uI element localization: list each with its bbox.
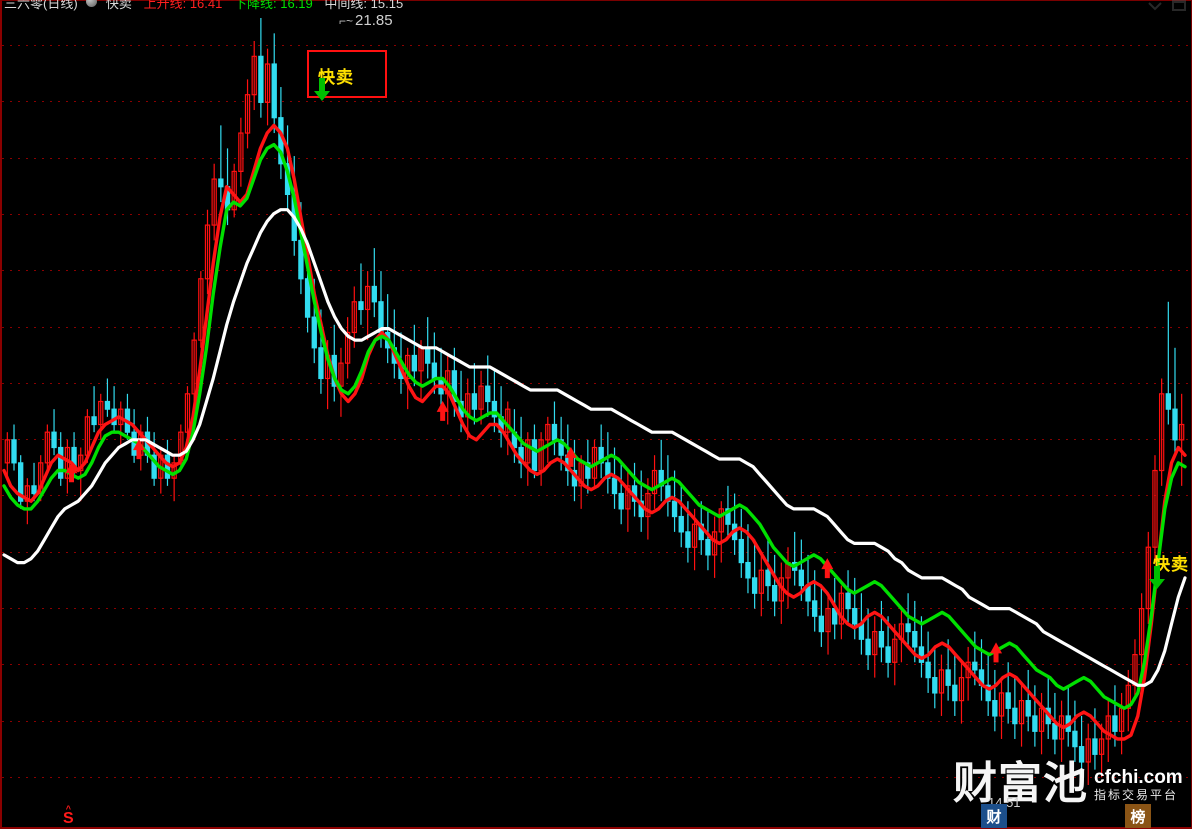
badge-cai[interactable]: 财 — [981, 804, 1007, 828]
last-price-label: ⌐~ 21.85 — [339, 12, 393, 29]
sell-signal-label-1: 快卖 — [318, 68, 354, 88]
down-line-label: 下降线: — [233, 0, 277, 11]
s-marker-letter: S — [63, 810, 74, 827]
status-badge: ^ S — [63, 805, 74, 827]
watermark: 财富池 cfchi.com 指标交易平台 — [953, 762, 1183, 806]
chart-header: 三六零(日线) 快卖 上升线: 16.41 下降线: 16.19 中间线: 15… — [0, 0, 1192, 12]
gridline — [2, 326, 1192, 328]
down-arrow-icon — [313, 78, 331, 107]
gridline — [2, 213, 1192, 215]
chart-frame-bottom — [0, 827, 1192, 829]
gridline — [2, 551, 1192, 553]
indicator-name: 快卖 — [105, 0, 132, 11]
gridline — [2, 382, 1192, 384]
chevron-down-icon[interactable] — [1148, 0, 1162, 16]
watermark-tagline: 指标交易平台 — [1094, 788, 1179, 802]
down-line-readout: 下降线: 16.19 — [234, 0, 313, 11]
up-line-label: 上升线: — [143, 0, 187, 11]
gridline — [2, 608, 1192, 609]
gridline — [2, 776, 1192, 778]
gridline — [2, 101, 1192, 103]
up-line-value: 16.41 — [189, 0, 223, 11]
down-arrow-icon — [1148, 566, 1166, 595]
gridline — [2, 664, 1192, 666]
gridline — [2, 495, 1192, 497]
window-controls — [1148, 0, 1186, 16]
mid-line-readout: 中间线: 15.15 — [324, 0, 403, 11]
gridline — [2, 157, 1192, 159]
chart-frame-left — [0, 0, 2, 829]
instrument-title: 三六零(日线) — [4, 0, 78, 11]
s-marker-cap: ^ — [65, 804, 71, 814]
circle-marker-icon — [86, 0, 98, 7]
sell-signal-label-2: 快卖 — [1153, 555, 1189, 575]
watermark-domain: cfchi.com — [1094, 767, 1183, 788]
sell-signal-box — [307, 50, 387, 98]
pointer-icon: ⌐~ — [339, 14, 354, 28]
last-price-value: 21.85 — [355, 12, 393, 29]
gridline — [2, 45, 1192, 46]
mid-line-label: 中间线: — [324, 0, 368, 11]
down-line-value: 16.19 — [280, 0, 313, 11]
up-line-readout: 上升线: 16.41 — [144, 0, 223, 11]
badge-bang[interactable]: 榜 — [1125, 804, 1151, 828]
gridline — [2, 720, 1192, 722]
restore-window-icon[interactable] — [1172, 0, 1186, 16]
gridline — [2, 270, 1192, 272]
watermark-brand: 财富池 — [953, 758, 1088, 809]
gridline — [2, 439, 1192, 441]
mid-line-value: 15.15 — [370, 0, 404, 11]
